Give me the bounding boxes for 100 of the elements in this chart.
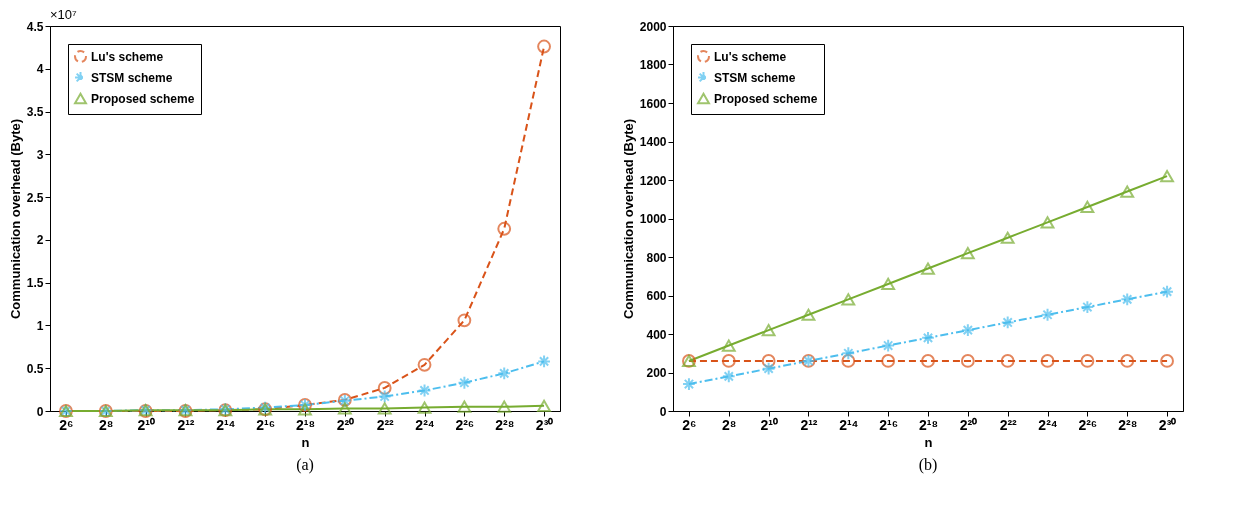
point: [841, 293, 856, 306]
y-tick-label: 0.5: [26, 361, 44, 376]
point: [1040, 354, 1055, 368]
y-axis-title: Communication overhead (Byte): [7, 118, 23, 320]
legend-label: Lu's scheme: [91, 49, 164, 64]
point: [881, 354, 896, 368]
x-axis-title: n: [924, 434, 933, 450]
y-tick-label: 1800: [639, 58, 667, 72]
x-tick-label: 2²²: [376, 416, 395, 433]
point: [761, 324, 776, 337]
point: [1120, 354, 1135, 368]
x-tick-label: 2⁶: [59, 416, 74, 433]
legend-label: Proposed scheme: [91, 91, 195, 106]
y-axis-title: Communication overhead (Byte): [620, 118, 636, 320]
x-tick-label: 2²⁴: [1038, 416, 1058, 433]
x-tick-label: 2²⁰: [336, 416, 355, 433]
point: [921, 354, 935, 368]
point: [537, 39, 551, 54]
point: [1120, 185, 1135, 198]
point: [761, 361, 776, 376]
x-tick-label: 2¹⁸: [295, 416, 316, 433]
point: [417, 357, 432, 372]
point: [1000, 231, 1015, 244]
point: [497, 366, 512, 381]
point: [921, 262, 935, 275]
point: [497, 221, 512, 236]
y-tick-label: 3.5: [26, 105, 44, 120]
point: [377, 381, 392, 395]
x-tick-label: 2⁶: [682, 416, 697, 433]
point: [417, 383, 432, 398]
point: [841, 354, 856, 368]
point: [497, 400, 512, 413]
legend-label: STSM scheme: [91, 70, 173, 85]
legend-label: Lu's scheme: [714, 49, 787, 64]
x-tick-label: 2²⁶: [1078, 416, 1098, 433]
point: [457, 400, 472, 413]
x-tick-label: 2¹⁶: [879, 416, 899, 433]
x-tick-label: 2¹⁰: [760, 416, 778, 433]
point: [1160, 170, 1174, 183]
point: [1160, 354, 1174, 368]
point: [960, 247, 975, 260]
point: [921, 330, 935, 345]
x-tick-label: 2²⁴: [415, 416, 435, 433]
point: [1000, 354, 1015, 368]
y-tick-label: 1: [36, 318, 44, 333]
point: [417, 401, 432, 414]
y-tick-label: 4.5: [26, 19, 44, 34]
point: [537, 354, 551, 369]
y-tick-label: 200: [646, 366, 667, 380]
legend-label: STSM scheme: [714, 70, 796, 85]
point: [337, 402, 352, 415]
point: [801, 308, 816, 321]
point: [377, 389, 392, 404]
point: [721, 369, 736, 384]
y-tick-label: 2: [36, 233, 44, 248]
point: [960, 354, 975, 368]
point: [960, 323, 975, 338]
text: (b): [918, 456, 938, 474]
x-tick-label: 2²⁸: [1118, 416, 1138, 433]
x-axis-title: n: [301, 434, 310, 450]
point: [761, 354, 776, 368]
x-tick-label: 2¹²: [177, 416, 195, 433]
point: [721, 339, 736, 352]
x-tick-label: 2¹⁶: [256, 416, 276, 433]
point: [298, 403, 312, 416]
point: [1120, 292, 1135, 307]
x-tick-label: 2²²: [999, 416, 1018, 433]
point: [1040, 307, 1055, 322]
text: ×10⁷: [50, 7, 78, 22]
y-tick-label: 2.5: [26, 190, 44, 205]
point: [881, 277, 896, 291]
point: [721, 354, 736, 368]
x-tick-label: 2¹⁰: [137, 416, 155, 433]
y-tick-label: 1000: [639, 212, 667, 226]
y-tick-label: 3: [36, 147, 44, 162]
y-tick-label: 1.5: [26, 276, 44, 291]
x-tick-label: 2²⁶: [455, 416, 475, 433]
point: [377, 402, 392, 415]
point: [1080, 200, 1095, 214]
x-tick-label: 2⁸: [722, 416, 737, 433]
y-tick-label: 1600: [639, 96, 667, 111]
x-tick-label: 2²⁸: [495, 416, 515, 433]
point: [1000, 315, 1015, 330]
point: [1080, 300, 1095, 314]
point: [881, 338, 896, 353]
y-tick-label: 1200: [639, 173, 667, 188]
legend-label: Proposed scheme: [714, 91, 818, 106]
x-tick-label: 2¹⁸: [918, 416, 939, 433]
point: [457, 313, 472, 328]
y-tick-label: 1400: [639, 135, 667, 149]
point: [1080, 354, 1095, 368]
point: [1040, 216, 1055, 229]
x-tick-label: 2²⁰: [959, 416, 978, 433]
point: [457, 375, 472, 390]
y-tick-label: 600: [646, 289, 667, 303]
point: [537, 399, 551, 412]
x-tick-label: 2³⁰: [1158, 416, 1177, 433]
x-tick-label: 2³⁰: [535, 416, 554, 433]
y-tick-label: 400: [646, 327, 667, 342]
point: [682, 377, 696, 391]
